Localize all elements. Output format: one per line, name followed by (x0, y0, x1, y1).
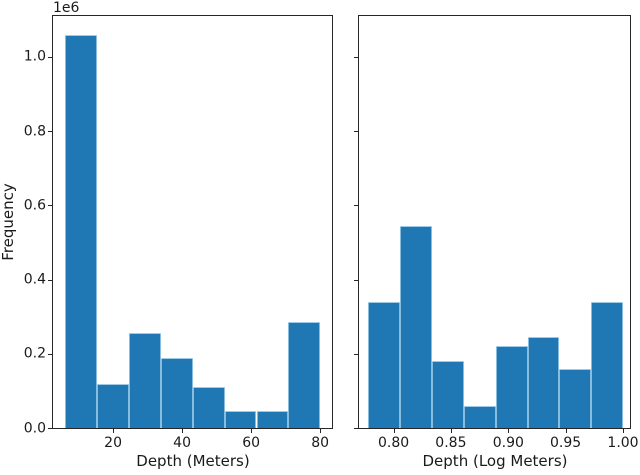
histogram-bar (224, 411, 257, 428)
y-tick-mark (354, 56, 358, 58)
x-tick-label: 0.85 (435, 435, 467, 451)
y-tick-mark (48, 131, 52, 133)
y-tick-label: 1.0 (23, 48, 46, 65)
x-tick-label: 80 (311, 435, 330, 451)
y-tick-mark (354, 353, 358, 355)
y-tick-label: 0.0 (23, 419, 46, 436)
x-tick-mark (508, 429, 510, 433)
axis-spine-left (358, 15, 359, 429)
x-tick-mark (393, 429, 395, 433)
x-tick-mark (450, 429, 452, 433)
y-tick-mark (48, 353, 52, 355)
axis-spine-right (630, 15, 631, 429)
histogram-bar (495, 346, 528, 428)
histogram-bar (527, 337, 560, 428)
x-tick-mark (623, 429, 624, 433)
y-tick-mark (354, 131, 358, 133)
histogram-bar (160, 357, 193, 428)
histogram-bar (97, 383, 129, 428)
axis-spine-bottom (52, 428, 333, 429)
histogram-bar (288, 322, 321, 428)
histogram-bar (432, 361, 464, 428)
histogram-bar (128, 333, 161, 428)
x-tick-label: 40 (173, 435, 192, 451)
y-tick-label: 0.8 (23, 122, 46, 139)
axis-spine-right (332, 15, 333, 429)
y-tick-mark (354, 205, 358, 207)
histogram-bar (400, 225, 432, 428)
histogram-bar (463, 405, 496, 428)
axis-spine-top (358, 15, 631, 16)
x-tick-label: 0.95 (550, 435, 582, 451)
x-tick-mark (565, 429, 567, 433)
histogram-bar (368, 301, 401, 428)
axis-spine-bottom (358, 428, 631, 429)
y-tick-mark (354, 279, 358, 281)
left-x-axis-label: Depth (Meters) (136, 452, 250, 470)
histogram-bar (256, 411, 289, 428)
x-tick-mark (113, 429, 115, 433)
y-tick-mark (48, 428, 52, 429)
axis-spine-left (52, 15, 53, 429)
y-tick-mark (48, 56, 52, 58)
x-tick-label: 1.00 (607, 435, 639, 451)
right-x-axis-label: Depth (Log Meters) (422, 452, 568, 470)
histogram-bar (591, 301, 624, 428)
x-tick-label: 60 (242, 435, 261, 451)
y-axis-offset-text: 1e6 (53, 0, 80, 16)
y-tick-mark (48, 279, 52, 281)
y-tick-label: 0.4 (23, 271, 46, 288)
y-axis-label: Frequency (0, 183, 17, 261)
x-tick-label: 20 (104, 435, 123, 451)
y-tick-mark (354, 428, 358, 429)
axis-spine-top (52, 15, 333, 16)
y-tick-mark (48, 205, 52, 207)
histogram-bar (192, 387, 225, 428)
histogram-bar (65, 34, 97, 428)
histogram-bar (559, 368, 592, 428)
y-tick-label: 0.6 (23, 197, 46, 214)
x-tick-label: 0.80 (378, 435, 410, 451)
y-tick-label: 0.2 (23, 345, 46, 362)
x-tick-label: 0.90 (492, 435, 524, 451)
x-tick-mark (251, 429, 253, 433)
x-tick-mark (182, 429, 184, 433)
x-tick-mark (320, 429, 322, 433)
